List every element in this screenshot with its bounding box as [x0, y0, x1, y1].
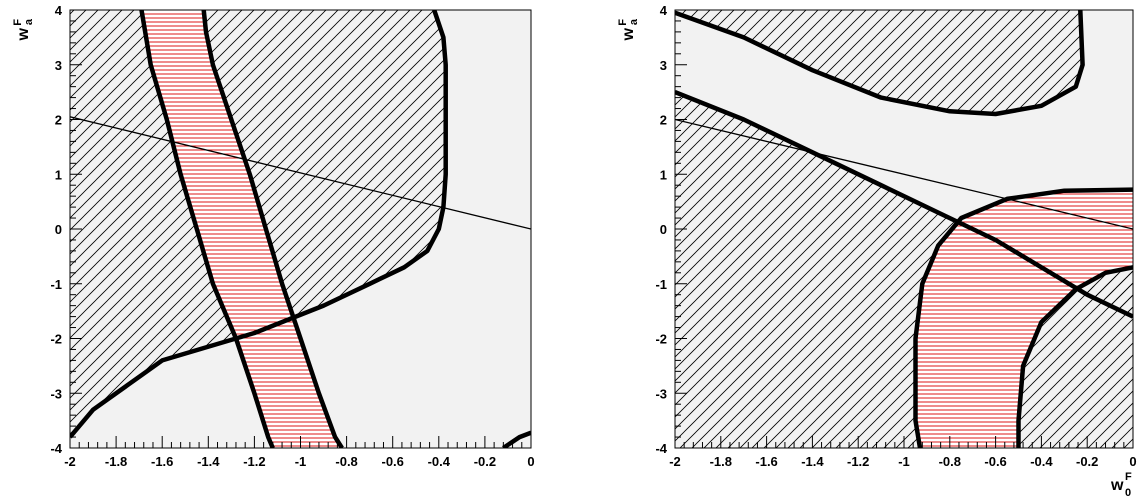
y-tick-label: -1 [655, 277, 667, 292]
x-tick-label: -1.2 [847, 454, 869, 469]
x-tick-label: -0.6 [381, 454, 403, 469]
contour-boundary-line [675, 10, 1085, 117]
x-axis-title: w F 0 [1110, 471, 1132, 499]
y-tick-label: -4 [50, 441, 62, 456]
y-tick-label: 0 [55, 222, 62, 237]
constraint-line [70, 116, 531, 230]
x-tick-label: -2 [64, 454, 76, 469]
contour-boundary-line [70, 10, 448, 439]
x-tick-label: -1.8 [710, 454, 732, 469]
x-tick-label: -1.4 [801, 454, 824, 469]
y-tick-label: -1 [50, 277, 62, 292]
y-axis-title-sub: a [628, 18, 640, 25]
y-axis-title-sup: F [617, 19, 629, 26]
y-tick-label: 4 [55, 3, 63, 18]
x-tick-label: -0.4 [428, 454, 451, 469]
y-tick-label: -2 [655, 332, 667, 347]
x-tick-label: -1.6 [755, 454, 777, 469]
y-tick-label: -4 [655, 441, 667, 456]
x-tick-label: -1.2 [243, 454, 265, 469]
x-tick-label: -2 [669, 454, 681, 469]
y-tick-label: -3 [655, 386, 667, 401]
y-tick-label: 1 [660, 167, 667, 182]
y-axis-title: wF a [12, 18, 35, 41]
y-tick-label: 0 [660, 222, 667, 237]
x-tick-label: -1 [898, 454, 910, 469]
diagonal-hatched-region [675, 10, 1083, 114]
y-axis-title-main: w [620, 27, 637, 41]
x-tick-label: -0.4 [1030, 454, 1053, 469]
y-tick-label: 2 [55, 113, 62, 128]
x-tick-label: -1.8 [105, 454, 127, 469]
y-axis-title-sup: F [12, 19, 24, 26]
y-tick-label: 2 [660, 113, 667, 128]
y-axis-title: wF a [617, 18, 640, 41]
contour-boundary-line [201, 10, 344, 448]
constraint-line [675, 118, 1133, 230]
red-hatched-region [915, 189, 1133, 448]
x-tick-label: 0 [1129, 454, 1136, 469]
y-axis-title-main: w [15, 27, 32, 41]
x-tick-label: -1.6 [151, 454, 173, 469]
right-contour-panel: -2 -1.8 -1.6 -1.4 -1.2 -1 -0.8 -0.6 -0.4 -0.2 0-4-… [617, 3, 1137, 499]
left-contour-panel: -2 -1.8 -1.6 -1.4 -1.2 -1 -0.8 -0.6 -0.4 -0.2 0-4-… [12, 3, 535, 469]
y-tick-label: -2 [50, 332, 62, 347]
contour-boundary-line [913, 187, 1133, 448]
x-tick-label: -1.4 [197, 454, 220, 469]
x-axis-title-sub: 0 [1125, 487, 1131, 499]
x-axis-title-sup: F [1125, 471, 1132, 483]
red-hatched-region [141, 10, 342, 448]
contour-boundary-line [1016, 265, 1133, 448]
y-tick-label: 4 [660, 3, 668, 18]
x-tick-label: -0.2 [1076, 454, 1098, 469]
y-tick-label: 3 [660, 58, 667, 73]
x-axis-title-main: w [1110, 477, 1124, 494]
x-tick-label: 0 [527, 454, 534, 469]
contour-boundary-line [139, 10, 275, 448]
y-tick-label: -3 [50, 386, 62, 401]
diagonal-hatched-region [1018, 267, 1133, 448]
y-tick-label: 3 [55, 58, 62, 73]
x-tick-label: -0.8 [335, 454, 357, 469]
x-tick-label: -0.2 [474, 454, 496, 469]
y-tick-label: 1 [55, 167, 62, 182]
x-tick-label: -0.8 [939, 454, 961, 469]
contour-boundary-line [675, 90, 1133, 319]
contour-boundary-line [502, 430, 531, 448]
x-tick-label: -0.6 [984, 454, 1006, 469]
x-tick-label: -1 [295, 454, 307, 469]
y-axis-title-sub: a [23, 18, 35, 25]
